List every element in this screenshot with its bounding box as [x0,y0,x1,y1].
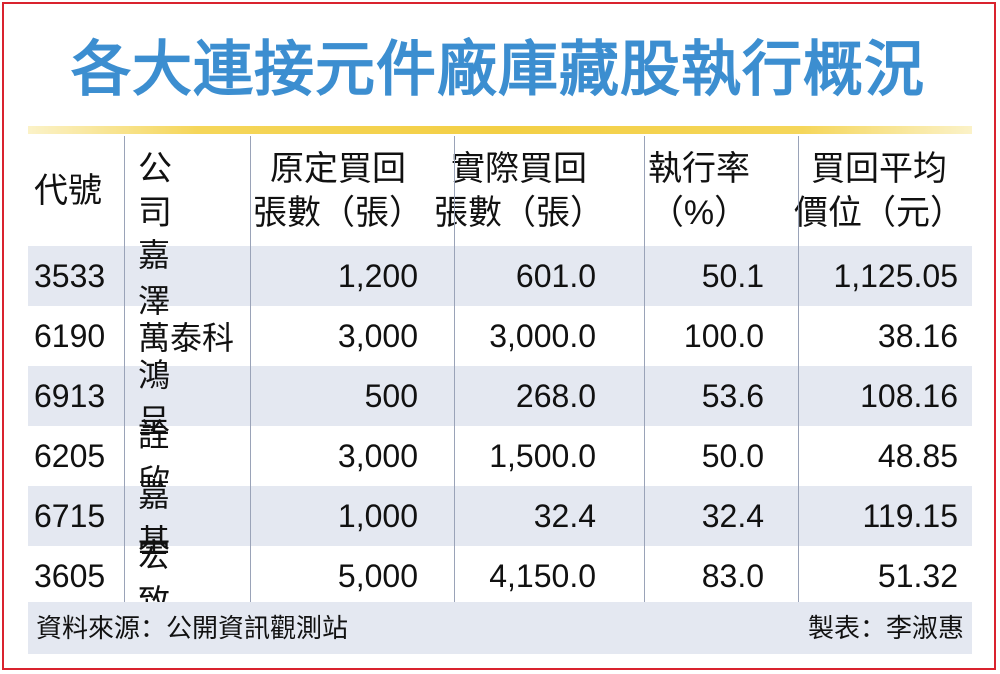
cell-avg: 48.85 [877,437,958,474]
figure-title: 各大連接元件廠庫藏股執行概況 [71,35,925,105]
header-code-label: 代號 [34,172,102,210]
buyback-table: 代號 公 司 原定買回 張數（張） 實際買回 張數（張） 執行率 （%） 買回平… [28,136,972,619]
header-actual: 實際買回 張數（張） [426,136,612,246]
cell-company: 宏 致 [138,537,195,619]
author-note: 製表：李淑惠 [807,613,964,643]
cell-actual: 601.0 [515,257,596,294]
cell-code: 6913 [34,377,106,414]
table-header: 代號 公 司 原定買回 張數（張） 實際買回 張數（張） 執行率 （%） 買回平… [28,136,972,246]
cell-rate: 50.0 [701,437,764,474]
header-code: 代號 [28,136,124,246]
cell-avg: 119.15 [862,497,959,534]
cell-planned: 3,000 [337,317,418,354]
column-divider [124,136,125,606]
cell-actual: 4,150.0 [489,557,596,594]
cell-avg: 108.16 [860,377,958,414]
cell-actual: 3,000.0 [489,317,596,354]
cell-company: 萬泰科 [138,320,235,356]
cell-avg: 38.16 [877,317,958,354]
cell-actual: 268.0 [515,377,596,414]
header-planned-line2: 張數（張） [253,194,423,232]
cell-avg: 1,125.05 [833,257,958,294]
title-underline [28,126,972,134]
table-row: 6715 嘉 基 1,000 32.4 32.4 119.15 [28,477,972,559]
header-avg-line2: 價位（元） [794,194,964,232]
table-row: 3533 嘉 澤 1,200 601.0 50.1 1,125.05 [28,237,972,319]
header-company-label: 公 司 [138,150,196,232]
cell-rate: 53.6 [701,377,764,414]
header-planned-line1: 原定買回 [270,150,406,188]
table-row: 3605 宏 致 5,000 4,150.0 83.0 51.32 [28,537,972,619]
cell-rate: 50.1 [701,257,764,294]
header-actual-line2: 張數（張） [434,194,604,232]
column-divider [644,136,645,606]
cell-actual: 1,500.0 [489,437,596,474]
header-avg-line1: 買回平均 [811,150,947,188]
column-divider [454,136,455,606]
cell-planned: 1,200 [337,257,418,294]
cell-code: 6205 [34,437,106,474]
table-row: 6190 萬泰科 3,000 3,000.0 100.0 38.16 [28,306,972,366]
cell-actual: 32.4 [533,497,596,534]
header-actual-line1: 實際買回 [451,150,587,188]
cell-rate: 83.0 [701,557,764,594]
cell-rate: 32.4 [701,497,764,534]
cell-code: 6190 [34,317,106,354]
cell-planned: 3,000 [337,437,418,474]
table-footer: 資料來源：公開資訊觀測站 製表：李淑惠 [28,602,972,654]
cell-code: 6715 [34,497,106,534]
cell-planned: 1,000 [337,497,418,534]
column-divider [798,136,799,606]
table-row: 6205 詮 欣 3,000 1,500.0 50.0 48.85 [28,417,972,499]
cell-rate: 100.0 [683,317,764,354]
header-planned: 原定買回 張數（張） [250,136,426,246]
cell-code: 3533 [34,257,106,294]
header-rate-line1: 執行率 [648,150,750,188]
table-row: 6913 鴻 呈 500 268.0 53.6 108.16 [28,357,972,439]
header-avg: 買回平均 價位（元） [786,136,972,246]
header-rate: 執行率 （%） [612,136,786,246]
cell-planned: 500 [364,377,418,414]
column-divider [250,136,251,606]
cell-code: 3605 [34,557,106,594]
cell-planned: 5,000 [337,557,418,594]
source-note: 資料來源：公開資訊觀測站 [36,613,349,643]
cell-avg: 51.32 [877,557,958,594]
cell-company: 嘉 澤 [138,237,195,319]
header-rate-line2: （%） [649,194,749,232]
header-company: 公 司 [124,136,250,246]
